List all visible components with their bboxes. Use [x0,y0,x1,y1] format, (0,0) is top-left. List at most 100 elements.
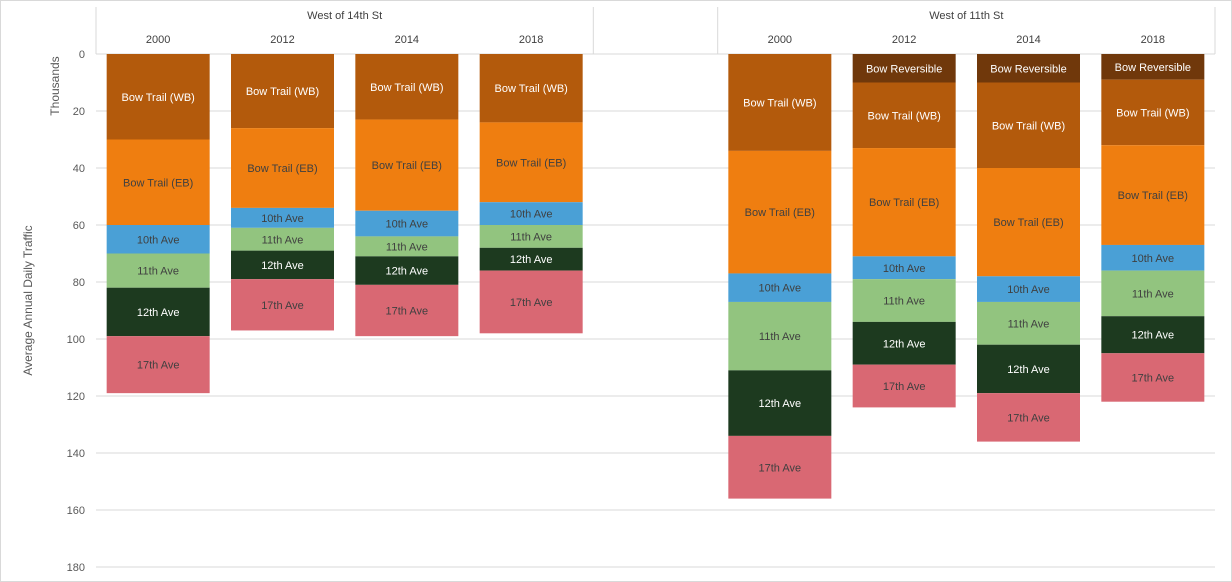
year-label-west-of-14th-st-2000: 2000 [146,34,170,46]
bar-segment-west-of-11th-st-2018-bow-trail-eb [1101,145,1205,245]
bar-segment-west-of-14th-st-2012-10th-ave [231,207,334,228]
bar-segment-west-of-11th-st-2014-12th-ave [977,344,1080,394]
segment-label-west-of-11th-st-2018-10th-ave: 10th Ave [1132,253,1175,265]
bar-segment-west-of-14th-st-2014-bow-trail-eb [355,119,459,211]
segment-label-west-of-11th-st-2014-bow-trail-eb: Bow Trail (EB) [993,217,1063,229]
segment-label-west-of-11th-st-2018-bow-trail-eb: Bow Trail (EB) [1118,190,1188,202]
bar-segment-west-of-14th-st-2000-bow-trail-eb [106,139,210,225]
bar-segment-west-of-11th-st-2012-11th-ave [852,279,956,322]
bar-segment-west-of-11th-st-2014-bow-reversible [977,54,1080,83]
segment-label-west-of-14th-st-2014-bow-trail-eb: Bow Trail (EB) [372,160,442,172]
bar-segment-west-of-14th-st-2000-11th-ave [106,253,210,288]
y-tick-label-140: 140 [67,448,85,460]
category-header: West of 14th St 2000 2012 2014 2018 West of 1… [95,7,1216,54]
segment-label-west-of-14th-st-2012-11th-ave: 11th Ave [262,234,304,246]
bars [106,54,1205,499]
segment-label-west-of-11th-st-2018-bow-trail-wb: Bow Trail (WB) [1116,107,1189,119]
bar-segment-west-of-11th-st-2014-bow-trail-eb [977,168,1080,277]
bar-segment-west-of-11th-st-2000-11th-ave [728,301,832,371]
bar-segment-west-of-14th-st-2014-17th-ave [355,284,459,337]
bar-segment-west-of-11th-st-2000-17th-ave [728,435,832,499]
segment-label-west-of-11th-st-2000-bow-trail-eb: Bow Trail (EB) [745,207,815,219]
segment-label-west-of-14th-st-2000-12th-ave: 12th Ave [137,307,180,319]
bar-segment-west-of-14th-st-2012-11th-ave [231,227,334,251]
segment-label-west-of-11th-st-2000-17th-ave: 17th Ave [759,462,802,474]
year-label-west-of-14th-st-2018: 2018 [519,34,543,46]
bar-segment-west-of-14th-st-2014-12th-ave [355,256,459,285]
y-axis: 0 20 40 60 80 100 120 140 160 180 Average Annual D… [21,49,85,574]
segment-label-west-of-14th-st-2018-10th-ave: 10th Ave [510,209,553,221]
bar-segment-west-of-11th-st-2000-12th-ave [728,370,832,436]
y-tick-label-60: 60 [73,220,85,232]
segment-label-west-of-11th-st-2012-bow-reversible: Bow Reversible [866,63,942,75]
bar-segment-west-of-14th-st-2018-11th-ave [479,225,583,248]
bar-segment-west-of-11th-st-2012-10th-ave [852,256,956,280]
bar-segment-west-of-11th-st-2000-10th-ave [728,273,832,302]
bar-segment-west-of-11th-st-2014-10th-ave [977,276,1080,302]
segment-label-west-of-11th-st-2000-bow-trail-wb: Bow Trail (WB) [743,97,816,109]
bar-segment-west-of-11th-st-2000-bow-trail-eb [728,150,832,274]
bar-segment-west-of-14th-st-2014-bow-trail-wb [355,54,459,120]
segment-label-west-of-14th-st-2018-bow-trail-wb: Bow Trail (WB) [494,83,567,95]
segment-label-west-of-14th-st-2018-11th-ave: 11th Ave [510,231,552,243]
bar-segment-west-of-11th-st-2014-11th-ave [977,301,1080,345]
bar-segment-west-of-11th-st-2012-bow-trail-wb [852,82,956,149]
bar-segment-west-of-14th-st-2014-10th-ave [355,210,459,237]
segment-label-west-of-11th-st-2012-10th-ave: 10th Ave [883,263,926,275]
data-labels: Bow Trail (WB) Bow Trail (EB) 10th Ave 11th… [121,62,1191,474]
segment-label-west-of-14th-st-2014-17th-ave: 17th Ave [386,306,429,318]
bar-segment-west-of-14th-st-2000-12th-ave [106,287,210,337]
y-tick-label-20: 20 [73,106,85,118]
segment-label-west-of-14th-st-2000-17th-ave: 17th Ave [137,360,180,372]
segment-label-west-of-11th-st-2014-12th-ave: 12th Ave [1007,364,1050,376]
segment-label-west-of-11th-st-2018-12th-ave: 12th Ave [1132,330,1175,342]
segment-label-west-of-11th-st-2012-12th-ave: 12th Ave [883,338,926,350]
year-label-west-of-14th-st-2012: 2012 [270,34,294,46]
bar-segment-west-of-11th-st-2018-11th-ave [1101,270,1205,317]
segment-label-west-of-14th-st-2018-17th-ave: 17th Ave [510,297,553,309]
segment-label-west-of-11th-st-2012-bow-trail-eb: Bow Trail (EB) [869,197,939,209]
bar-segment-west-of-14th-st-2012-bow-trail-wb [231,54,334,129]
bar-segment-west-of-14th-st-2000-10th-ave [106,225,210,254]
bar-segment-west-of-14th-st-2000-17th-ave [106,336,210,394]
group-label-west-of-14th-st: West of 14th St [307,10,382,22]
bar-segment-west-of-14th-st-2014-11th-ave [355,236,459,257]
year-label-west-of-11th-st-2000: 2000 [768,34,792,46]
segment-label-west-of-11th-st-2018-17th-ave: 17th Ave [1132,372,1175,384]
segment-label-west-of-14th-st-2014-bow-trail-wb: Bow Trail (WB) [370,82,443,94]
bar-segment-west-of-14th-st-2018-bow-trail-eb [479,122,583,203]
bar-segment-west-of-14th-st-2012-bow-trail-eb [231,128,334,208]
bar-segment-west-of-11th-st-2018-10th-ave [1101,244,1205,271]
y-tick-label-120: 120 [67,391,85,403]
bar-segment-west-of-11th-st-2012-bow-reversible [852,54,956,83]
segment-label-west-of-11th-st-2000-11th-ave: 11th Ave [759,331,801,343]
y-axis-unit-label: Thousands [48,56,62,115]
year-label-west-of-11th-st-2012: 2012 [892,34,916,46]
segment-label-west-of-11th-st-2014-17th-ave: 17th Ave [1007,412,1050,424]
bar-segment-west-of-11th-st-2012-17th-ave [852,364,956,408]
y-tick-label-40: 40 [73,163,85,175]
segment-label-west-of-11th-st-2000-10th-ave: 10th Ave [759,283,802,295]
bar-segment-west-of-14th-st-2018-12th-ave [479,247,583,271]
bar-segment-west-of-14th-st-2012-12th-ave [231,250,334,280]
y-tick-label-0: 0 [79,49,85,61]
y-axis-title: Average Annual Daily Traffic [21,225,35,375]
segment-label-west-of-11th-st-2018-11th-ave: 11th Ave [1132,288,1174,300]
segment-label-west-of-11th-st-2014-bow-reversible: Bow Reversible [990,63,1066,75]
y-tick-label-80: 80 [73,277,85,289]
segment-label-west-of-14th-st-2018-bow-trail-eb: Bow Trail (EB) [496,157,566,169]
bar-segment-west-of-14th-st-2018-bow-trail-wb [479,54,583,123]
bar-segment-west-of-11th-st-2014-17th-ave [977,393,1080,442]
bar-segment-west-of-11th-st-2018-17th-ave [1101,353,1205,402]
year-label-west-of-11th-st-2018: 2018 [1141,34,1165,46]
bar-segment-west-of-11th-st-2018-bow-reversible [1101,54,1205,80]
segment-label-west-of-14th-st-2000-bow-trail-eb: Bow Trail (EB) [123,177,193,189]
y-tick-label-160: 160 [67,505,85,517]
segment-label-west-of-14th-st-2012-bow-trail-eb: Bow Trail (EB) [247,163,317,175]
segment-label-west-of-14th-st-2000-11th-ave: 11th Ave [137,266,179,278]
segment-label-west-of-14th-st-2012-10th-ave: 10th Ave [261,213,304,225]
bar-segment-west-of-11th-st-2012-bow-trail-eb [852,148,956,257]
segment-label-west-of-14th-st-2000-10th-ave: 10th Ave [137,234,180,246]
bar-segment-west-of-11th-st-2014-bow-trail-wb [977,82,1080,168]
